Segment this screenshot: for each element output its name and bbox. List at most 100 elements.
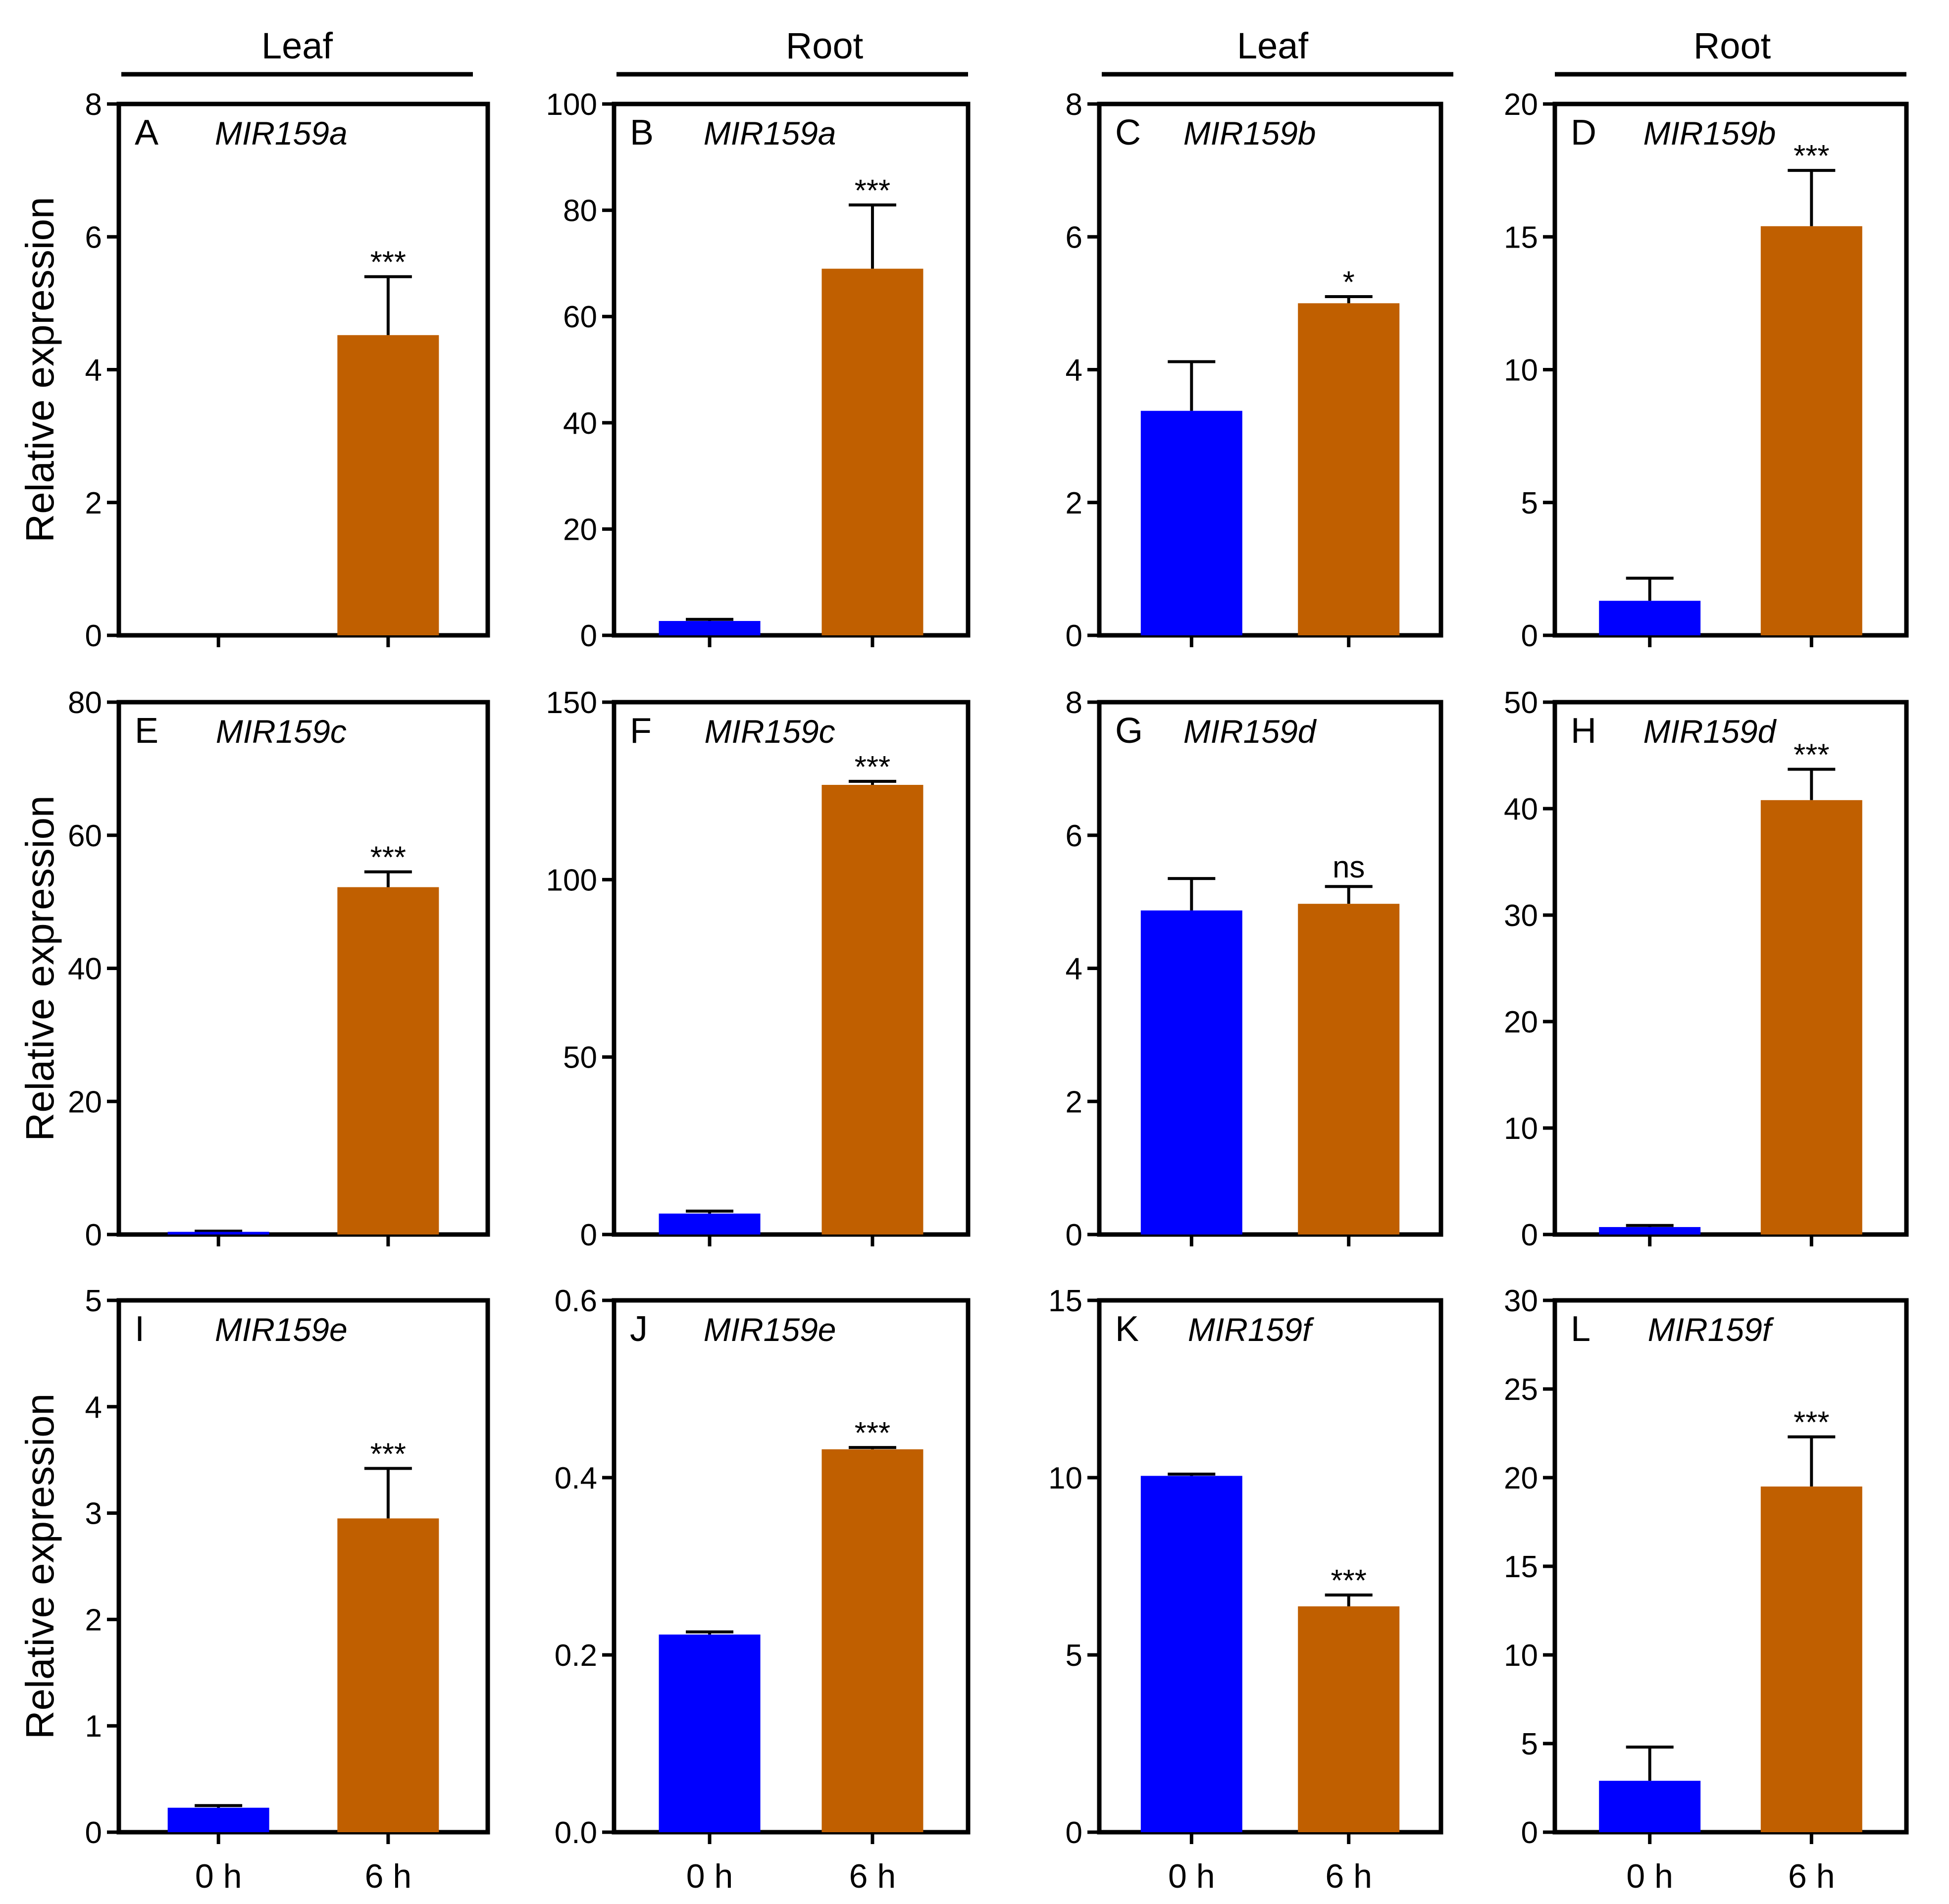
panel-e-ytick-label-4: 80 bbox=[68, 686, 102, 720]
panel-j-xcat-1: 6 h bbox=[849, 1857, 896, 1895]
panel-b-significance: *** bbox=[855, 174, 890, 208]
panel-k-xcat-0: 0 h bbox=[1168, 1857, 1215, 1895]
panel-g: 0 2 4 6 8 ns G MIR159d bbox=[1066, 686, 1443, 1252]
column-headers: Leaf Root Leaf Root bbox=[121, 25, 1906, 77]
header-label-3: Leaf bbox=[1237, 25, 1308, 66]
panel-g-bar-1 bbox=[1298, 904, 1400, 1235]
panel-h-significance: *** bbox=[1794, 738, 1829, 772]
panel-e-ytick-label-0: 0 bbox=[85, 1218, 102, 1252]
panel-k-bar-0 bbox=[1140, 1476, 1242, 1832]
panel-i-gene-title: MIR159e bbox=[215, 1311, 348, 1348]
panel-h-gene-title: MIR159d bbox=[1643, 713, 1777, 750]
panel-f-bar-0 bbox=[659, 1213, 761, 1235]
panel-c-letter: C bbox=[1115, 113, 1141, 153]
panel-f-ytick-label-2: 100 bbox=[546, 863, 597, 897]
panel-l-bar-1 bbox=[1760, 1486, 1862, 1832]
panel-d-ytick-label-1: 5 bbox=[1521, 486, 1538, 520]
panel-j-frame bbox=[612, 1298, 971, 1835]
panel-l-ytick-label-6: 30 bbox=[1504, 1284, 1538, 1318]
panel-h-ytick-label-4: 40 bbox=[1504, 792, 1538, 826]
panel-c-ytick-label-4: 8 bbox=[1066, 88, 1082, 122]
panel-k-xcat-1: 6 h bbox=[1325, 1857, 1372, 1895]
panel-j: 0.0 0.2 0.4 0.6 0 h *** 6 h J MIR159e bbox=[555, 1284, 971, 1895]
panel-h-frame bbox=[1552, 700, 1909, 1237]
panel-i-ytick-label-4: 4 bbox=[85, 1390, 102, 1425]
panel-d-ytick-label-4: 20 bbox=[1504, 88, 1538, 122]
panel-l-gene-title: MIR159f bbox=[1648, 1311, 1775, 1348]
panel-e-ylabel: Relative expression bbox=[18, 795, 62, 1141]
panel-i-significance: *** bbox=[370, 1437, 406, 1471]
panel-g-gene-title: MIR159d bbox=[1183, 713, 1317, 750]
panel-j-gene-title: MIR159e bbox=[704, 1311, 836, 1348]
panel-d-gene-title: MIR159b bbox=[1643, 115, 1776, 152]
panel-k-bar-1 bbox=[1298, 1606, 1400, 1832]
panel-h: 0 10 20 30 40 50 *** H MIR159d bbox=[1504, 686, 1909, 1252]
panel-a-ytick-label-3: 6 bbox=[85, 220, 102, 255]
panel-b-ytick-label-0: 0 bbox=[580, 619, 597, 653]
panel-b-ytick-label-1: 20 bbox=[563, 513, 597, 547]
panel-h-ytick-label-1: 10 bbox=[1504, 1112, 1538, 1146]
panel-b-frame bbox=[612, 102, 971, 638]
panel-b-ytick-label-2: 40 bbox=[563, 407, 597, 441]
panel-d-bar-1 bbox=[1760, 226, 1862, 635]
panel-k-ytick-label-2: 10 bbox=[1048, 1461, 1082, 1495]
panel-j-xcat-0: 0 h bbox=[686, 1857, 733, 1895]
panel-g-bar-0 bbox=[1140, 910, 1242, 1235]
panel-k: 0 5 10 15 0 h *** 6 h K MIR159f bbox=[1048, 1284, 1443, 1895]
panel-a-ytick-label-2: 4 bbox=[85, 354, 102, 388]
panel-k-ytick-label-3: 15 bbox=[1048, 1284, 1082, 1318]
panel-h-ytick-label-2: 20 bbox=[1504, 1005, 1538, 1039]
panel-l-ytick-label-1: 5 bbox=[1521, 1727, 1538, 1761]
panel-d-ytick-label-3: 15 bbox=[1504, 220, 1538, 255]
panel-b-ytick-label-5: 100 bbox=[546, 88, 597, 122]
panel-a-gene-title: MIR159a bbox=[215, 115, 348, 152]
panel-i-ytick-label-1: 1 bbox=[85, 1709, 102, 1744]
panel-b: 0 20 40 60 80 100 *** B MIR159a bbox=[546, 88, 971, 653]
panel-f-letter: F bbox=[630, 711, 652, 751]
panel-l-ytick-label-2: 10 bbox=[1504, 1639, 1538, 1673]
panel-b-ytick-label-4: 80 bbox=[563, 194, 597, 228]
panel-g-ytick-label-3: 6 bbox=[1066, 819, 1082, 853]
panel-b-gene-title: MIR159a bbox=[704, 115, 836, 152]
panel-g-ytick-label-0: 0 bbox=[1066, 1218, 1082, 1252]
panel-a-ytick-label-4: 8 bbox=[85, 88, 102, 122]
panel-j-bar-0 bbox=[659, 1634, 761, 1832]
panel-f: 0 50 100 150 *** F MIR159c bbox=[546, 686, 971, 1252]
header-label-4: Root bbox=[1693, 25, 1771, 66]
panel-h-bar-0 bbox=[1599, 1227, 1701, 1235]
panel-k-gene-title: MIR159f bbox=[1188, 1311, 1315, 1348]
panel-d-ytick-label-2: 10 bbox=[1504, 354, 1538, 388]
panel-e-ytick-label-2: 40 bbox=[68, 952, 102, 986]
panel-d-letter: D bbox=[1571, 113, 1596, 153]
panel-c-ytick-label-0: 0 bbox=[1066, 619, 1082, 653]
header-label-2: Root bbox=[786, 25, 864, 66]
panel-h-letter: H bbox=[1571, 711, 1596, 751]
panel-f-frame bbox=[612, 700, 971, 1237]
panel-j-ytick-label-0: 0.0 bbox=[555, 1816, 597, 1850]
panel-d-bar-0 bbox=[1599, 601, 1701, 635]
panel-i-ytick-label-2: 2 bbox=[85, 1603, 102, 1637]
panel-f-ytick-label-0: 0 bbox=[580, 1218, 597, 1252]
panel-e-bar-1 bbox=[337, 887, 439, 1235]
panel-k-ytick-label-1: 5 bbox=[1066, 1639, 1082, 1673]
panel-f-bar-1 bbox=[821, 784, 923, 1235]
panel-l-bar-0 bbox=[1599, 1781, 1701, 1832]
panel-i-bar-1 bbox=[337, 1518, 439, 1832]
panel-a: 0 2 4 6 8 *** A MIR159a Relative expression bbox=[18, 88, 490, 653]
panel-i: 0 1 2 3 4 5 0 h *** 6 h I MIR159e Relative expressi… bbox=[18, 1284, 490, 1895]
panel-e-ytick-label-1: 20 bbox=[68, 1085, 102, 1119]
panel-l-xcat-0: 0 h bbox=[1626, 1857, 1673, 1895]
panel-h-ytick-label-5: 50 bbox=[1504, 686, 1538, 720]
panel-l-ytick-label-4: 20 bbox=[1504, 1461, 1538, 1495]
panel-c-significance: * bbox=[1343, 265, 1355, 300]
panel-h-bar-1 bbox=[1760, 800, 1862, 1235]
panel-a-significance: *** bbox=[370, 246, 406, 280]
panel-e-ytick-label-3: 60 bbox=[68, 819, 102, 853]
panel-i-xcat-1: 6 h bbox=[365, 1857, 412, 1895]
panel-j-ytick-label-2: 0.4 bbox=[555, 1461, 597, 1495]
panel-i-letter: I bbox=[135, 1309, 145, 1349]
panel-e: 0 20 40 60 80 *** E MIR159c Relative expression bbox=[18, 686, 490, 1252]
panel-c: 0 2 4 6 8 * C MIR159b bbox=[1066, 88, 1443, 653]
panel-g-ytick-label-4: 8 bbox=[1066, 686, 1082, 720]
